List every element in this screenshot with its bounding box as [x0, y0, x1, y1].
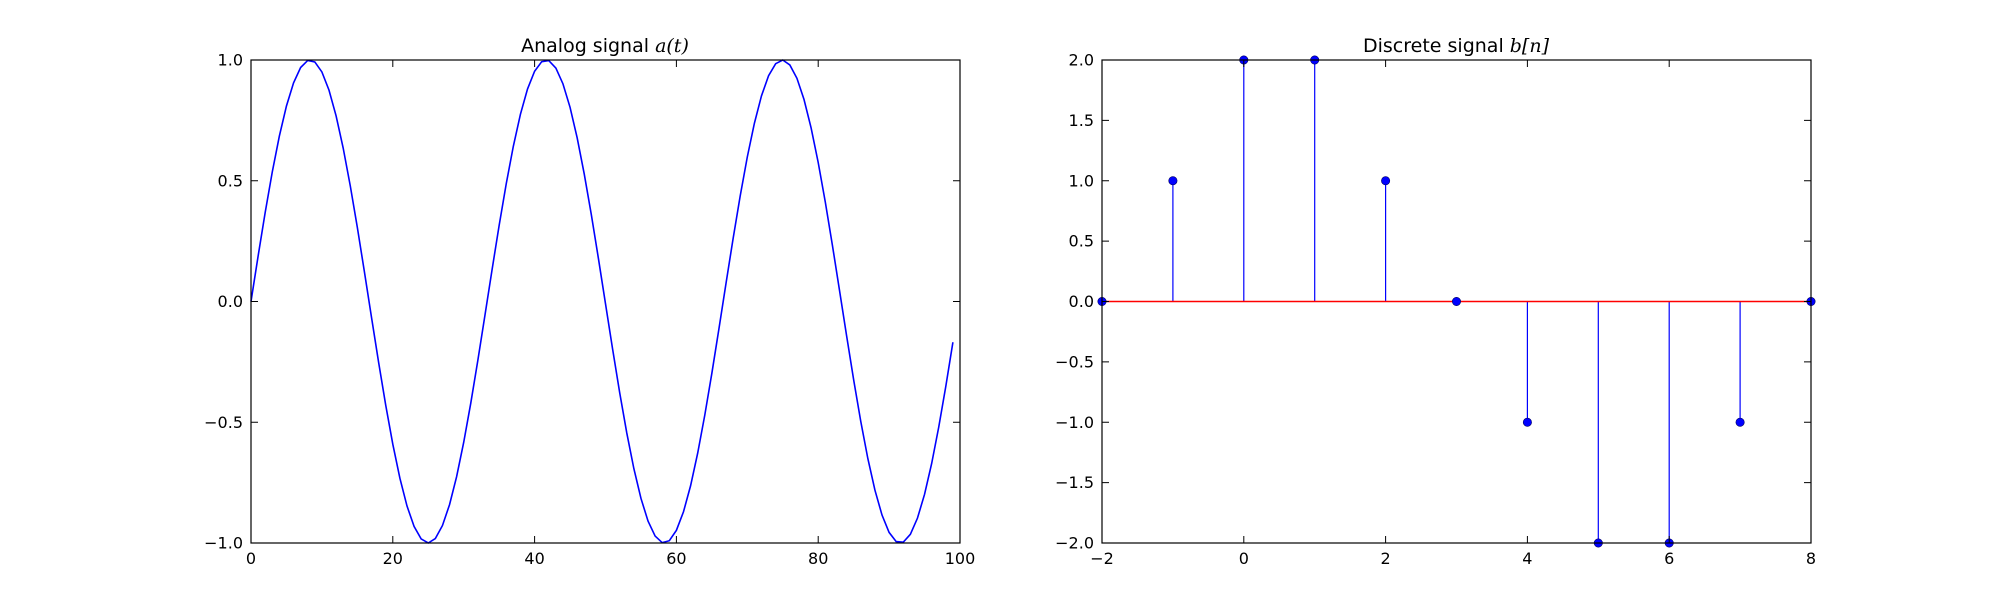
discrete-y-tick-label: −1.5 — [1055, 473, 1094, 492]
analog-x-tick-label: 100 — [945, 549, 976, 568]
analog-x-tick-label: 60 — [666, 549, 686, 568]
discrete-y-tick-label: 0.0 — [1069, 292, 1094, 311]
discrete-chart-title-text: Discrete signal — [1363, 35, 1504, 57]
discrete-x-tick-label: 6 — [1664, 549, 1674, 568]
analog-x-tick-label: 20 — [383, 549, 403, 568]
discrete-y-tick-label: 1.0 — [1069, 171, 1094, 190]
stem-marker — [1735, 417, 1745, 427]
analog-signal-line — [250, 59, 954, 544]
analog-plot-area: 0 20 40 60 80 100 −1.0 −0.5 0.0 0.5 1.0 — [204, 51, 975, 569]
discrete-y-tick-label: 2.0 — [1069, 51, 1094, 70]
analog-x-tick-label: 0 — [246, 549, 256, 568]
analog-chart-title-text: Analog signal — [521, 35, 649, 57]
stem-marker — [1168, 176, 1178, 186]
discrete-x-tick-label: 4 — [1522, 549, 1532, 568]
stem-marker — [1452, 296, 1462, 306]
discrete-y-tick-label: −2.0 — [1055, 534, 1094, 553]
discrete-plot-frame — [1101, 59, 1812, 544]
analog-y-tick-label: −0.5 — [204, 413, 243, 432]
analog-chart-title: Analog signal a(t) — [521, 35, 689, 57]
discrete-y-tick-label: 1.5 — [1069, 111, 1094, 130]
analog-y-tick-label: 0.5 — [218, 171, 243, 190]
discrete-x-tick-label: 8 — [1806, 549, 1816, 568]
discrete-chart-title: Discrete signal b[n] — [1363, 35, 1550, 57]
stem-marker — [1522, 417, 1532, 427]
discrete-x-tick-label: 2 — [1381, 549, 1391, 568]
discrete-plot-area: −2 0 2 4 6 8 −2.0 −1.5 −1.0 −0.5 0.0 0.5 1.0 1.5 2.0 — [1055, 51, 1816, 569]
discrete-chart-title-math: b[n] — [1510, 35, 1550, 57]
analog-signal-chart: Analog signal a(t) 0 20 40 60 80 100−1.0−0.50… — [204, 35, 975, 568]
discrete-y-tick-label: −1.0 — [1055, 413, 1094, 432]
analog-y-tick-label: 0.0 — [218, 292, 243, 311]
discrete-signal-chart: Discrete signal b[n] −2 0 2 4 6 8 −2.0 −1.5 −1.0… — [1055, 35, 1816, 568]
analog-y-tick-label: 1.0 — [218, 51, 243, 70]
analog-y-tick-label: −1.0 — [204, 534, 243, 553]
analog-x-tick-label: 80 — [808, 549, 828, 568]
discrete-y-tick-label: −0.5 — [1055, 352, 1094, 371]
discrete-y-tick-label: 0.5 — [1069, 232, 1094, 251]
discrete-x-tick-label: −2 — [1090, 549, 1114, 568]
analog-x-tick-label: 40 — [524, 549, 544, 568]
stem-marker — [1381, 176, 1391, 186]
analog-plot-frame — [250, 59, 961, 544]
discrete-x-tick-label: 0 — [1239, 549, 1249, 568]
analog-chart-title-math: a(t) — [655, 35, 689, 57]
